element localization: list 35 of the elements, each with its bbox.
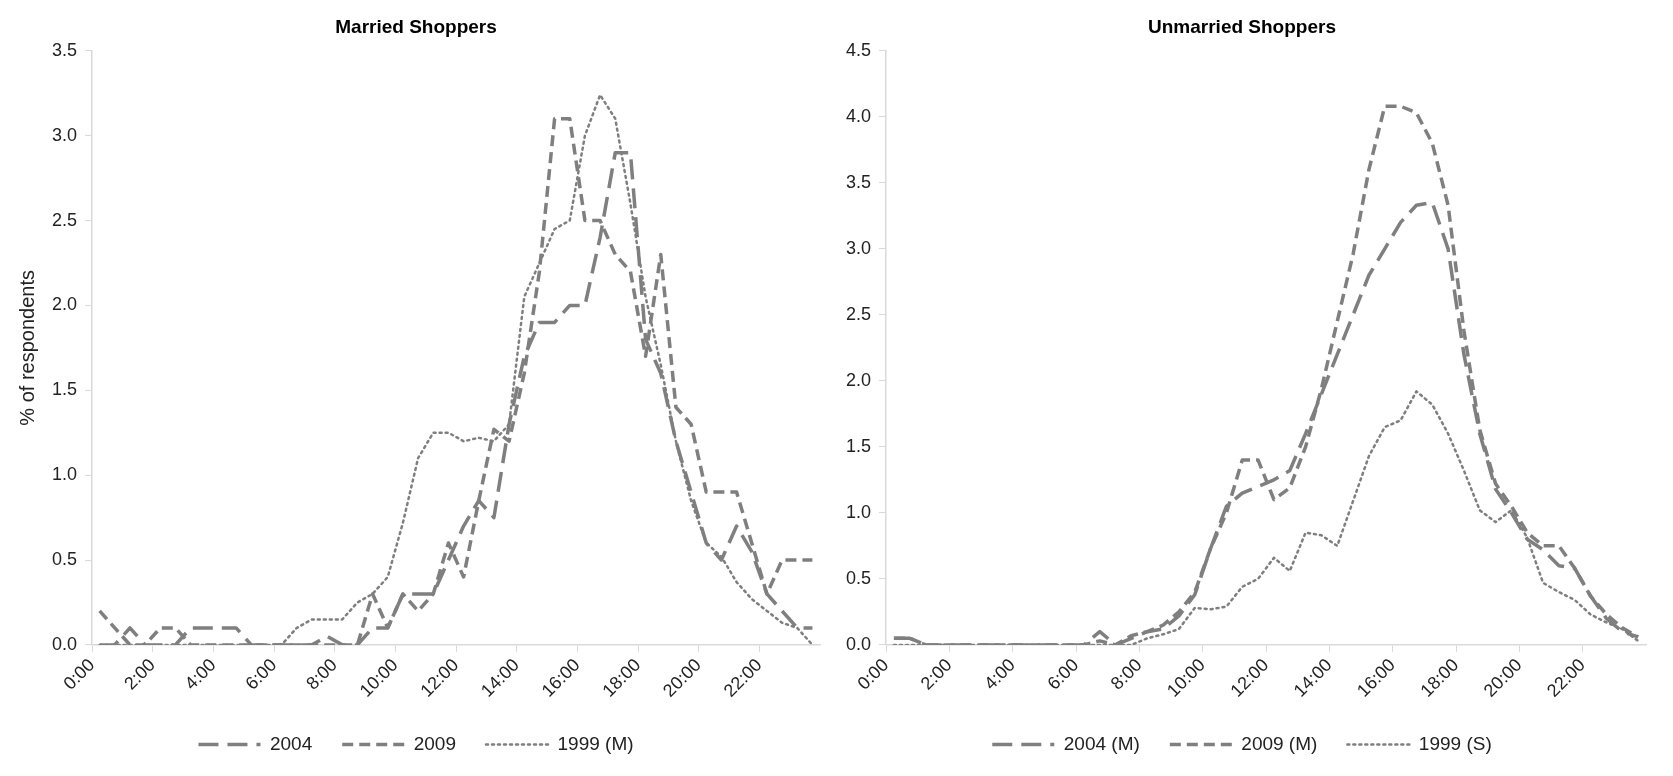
y-tick-label: 4.5 (845, 39, 872, 60)
chart-title: Unmarried Shoppers (1148, 15, 1336, 37)
x-tick-label: 4:00 (180, 654, 220, 694)
x-tick-label: 4:00 (980, 654, 1020, 694)
legend-label: 2004 (M) (1063, 732, 1140, 754)
x-tick-label: 8:00 (1106, 654, 1146, 694)
y-tick-label: 3.0 (51, 124, 78, 145)
y-tick-label: 3.0 (845, 237, 872, 258)
y-tick-label: 0.5 (845, 567, 872, 588)
legend-label: 1999 (S) (1418, 732, 1492, 754)
legend-label: 2009 (413, 732, 457, 754)
y-tick-label: 1.5 (51, 379, 78, 400)
y-tick-label: 2.5 (845, 303, 872, 324)
x-tick-label: 0:00 (853, 654, 893, 694)
y-tick-label: 4.0 (845, 105, 872, 126)
y-tick-label: 3.5 (845, 171, 872, 192)
y-tick-label: 2.5 (51, 209, 78, 230)
x-tick-label: 0:00 (59, 654, 99, 694)
x-tick-label: 8:00 (302, 654, 342, 694)
x-tick-label: 6:00 (241, 654, 281, 694)
y-tick-label: 1.0 (845, 501, 872, 522)
y-tick-label: 2.0 (51, 294, 78, 315)
legend-label: 2009 (M) (1241, 732, 1318, 754)
chart-title: Married Shoppers (335, 15, 497, 37)
legend-label: 2004 (269, 732, 313, 754)
y-tick-label: 0.5 (51, 548, 78, 569)
y-tick-label: 1.5 (845, 435, 872, 456)
y-tick-label: 1.0 (51, 464, 78, 485)
legend-label: 1999 (M) (557, 732, 634, 754)
y-tick-label: 3.5 (51, 39, 78, 60)
y-tick-label: 0.0 (845, 633, 872, 654)
y-axis-title: % of respondents (15, 270, 38, 426)
y-tick-label: 0.0 (51, 633, 78, 654)
x-tick-label: 6:00 (1043, 654, 1083, 694)
y-tick-label: 2.0 (845, 369, 872, 390)
